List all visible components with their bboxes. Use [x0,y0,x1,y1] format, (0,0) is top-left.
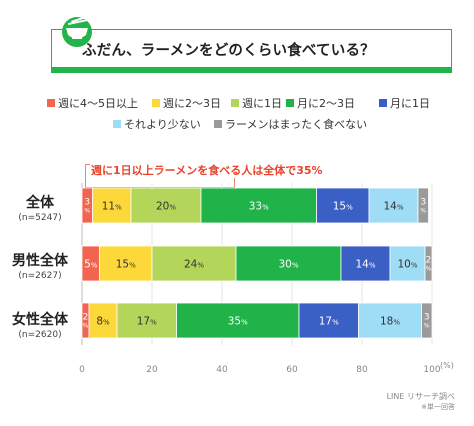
category-n: (n=5247) [18,213,62,223]
data-label: 24% [184,259,204,271]
legend-item: ラーメンはまったく食べない [214,116,367,132]
data-label: 3% [424,313,430,330]
legend-swatch [379,99,387,107]
bar-segment [389,245,426,282]
legend-swatch [231,99,239,107]
bar-segment [151,245,237,282]
legend-label: 週に1日 [242,97,282,110]
category-label: 男性全体 [12,253,68,269]
x-tick-label: 100 [423,365,440,375]
data-label: 5% [84,259,98,271]
legend-label: 月に2～3日 [297,97,355,110]
row-label: 男性全体 (n=2627) [0,250,80,281]
legend-item: 週に1日 [231,95,282,111]
legend-item: 月に1日 [379,95,430,111]
legend-swatch [152,99,160,107]
x-tick-label: 20 [146,365,158,375]
category-n: (n=2620) [18,330,62,340]
bar-segment [316,187,370,224]
bar-segment [116,302,177,339]
legend-item: 週に2～3日 [152,95,221,111]
bar-segment [417,187,429,224]
data-label: 20% [156,201,176,213]
legend-swatch [47,99,55,107]
note-text: ※単一回答 [421,403,455,411]
data-label: 17% [319,316,339,328]
data-label: 15% [116,259,136,271]
data-label: 2% [83,313,89,330]
ramen-bowl-icon [62,15,92,47]
chart-title: ふだん、ラーメンをどのくらい食べている？ [82,43,375,59]
category-label: 女性全体 [12,312,68,328]
legend-item: それより少ない [113,116,201,132]
bar-segment [298,302,359,339]
legend-swatch [286,99,294,107]
bar-segment [235,245,342,282]
bar-segment [340,245,391,282]
legend-label: それより少ない [124,118,201,131]
data-label: 11% [102,201,122,213]
data-label: 15% [333,201,353,213]
row-label: 全体 (n=5247) [0,192,80,223]
data-label: 3% [420,198,426,215]
category-n: (n=2627) [18,271,62,281]
data-label: 35% [228,316,248,328]
x-tick-label: 40 [216,365,228,375]
title-box: ふだん、ラーメンをどのくらい食べている？ [51,29,452,73]
data-label: 10% [397,259,417,271]
data-label: 8% [96,316,110,328]
bar-segment [130,187,202,224]
legend-swatch [113,120,121,128]
x-tick-label: 60 [286,365,298,375]
data-label: 17% [137,316,157,328]
annotation-text: 週に1日以上ラーメンを食べる人は全体で35% [90,162,324,178]
bar-segment [176,302,300,339]
data-label: 3% [84,198,90,215]
data-label: 30% [278,259,298,271]
source-text: LINE リサーチ調べ [386,392,455,401]
legend-label: 週に4～5日以上 [58,97,138,110]
bar-segment [421,302,433,339]
legend-item: 週に4～5日以上 [47,95,138,111]
bar-segment [99,245,153,282]
bar-segment [368,187,419,224]
legend-label: ラーメンはまったく食べない [225,118,368,131]
axis-unit: (%) [440,361,454,370]
row-label: 女性全体 (n=2620) [0,309,80,340]
legend-swatch [214,120,222,128]
data-label: 33% [249,201,269,213]
x-tick-label: 80 [356,365,368,375]
x-tick-label: 0 [79,365,85,375]
data-label: 14% [383,201,403,213]
data-label: 2% [426,256,432,273]
data-label: 14% [355,259,375,271]
data-label: 18% [380,316,400,328]
legend-item: 月に2～3日 [286,95,355,111]
bar-segment [424,245,433,282]
legend-label: 週に2～3日 [163,97,221,110]
legend-label: 月に1日 [390,97,430,110]
category-label: 全体 [26,195,54,211]
